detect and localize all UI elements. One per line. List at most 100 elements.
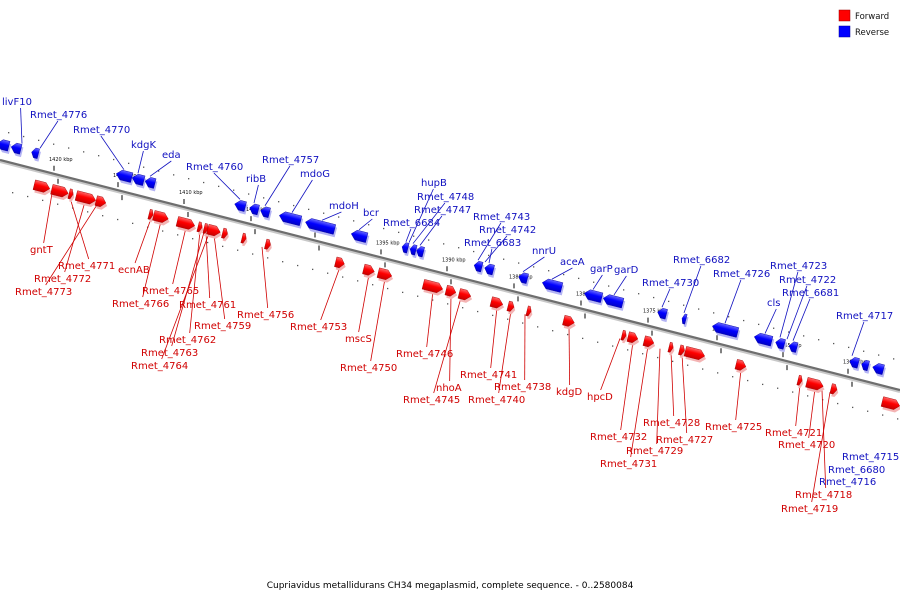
reverse-gene[interactable]	[472, 260, 485, 275]
reverse-gene-label-rmet-6683[interactable]: Rmet_6683	[464, 238, 521, 249]
forward-gene-label-rmet-4745[interactable]: Rmet_4745	[403, 395, 460, 406]
reverse-gene[interactable]	[483, 263, 497, 278]
reverse-gene[interactable]	[304, 217, 338, 238]
forward-gene[interactable]	[376, 267, 395, 284]
forward-gene[interactable]	[506, 300, 517, 315]
forward-gene[interactable]	[626, 331, 641, 347]
reverse-gene[interactable]	[774, 337, 788, 353]
reverse-gene-label-eda[interactable]: eda	[162, 150, 181, 161]
reverse-gene[interactable]	[30, 147, 42, 162]
reverse-gene[interactable]	[601, 293, 626, 311]
forward-gene-label-rmet-4763[interactable]: Rmet_4763	[141, 348, 198, 359]
reverse-gene-label-rmet-4757[interactable]: Rmet_4757	[262, 155, 319, 166]
reverse-gene-label-rmet-4722[interactable]: Rmet_4722	[779, 275, 836, 286]
forward-gene-label-rmet-4738[interactable]: Rmet_4738	[494, 382, 551, 393]
forward-gene[interactable]	[421, 279, 445, 297]
reverse-gene-label-mdoh[interactable]: mdoH	[329, 201, 359, 212]
forward-gene[interactable]	[50, 184, 72, 201]
reverse-gene[interactable]	[114, 169, 135, 186]
forward-gene-label-rmet-4762[interactable]: Rmet_4762	[159, 335, 216, 346]
reverse-gene-label-rmet-4748[interactable]: Rmet_4748	[417, 192, 474, 203]
forward-gene[interactable]	[457, 288, 474, 305]
forward-gene-label-nhoa[interactable]: nhoA	[436, 383, 462, 394]
reverse-gene[interactable]	[848, 356, 862, 372]
forward-gene-label-rmet-4720[interactable]: Rmet_4720	[778, 440, 835, 451]
reverse-gene-label-ribb[interactable]: ribB	[246, 174, 266, 185]
forward-gene-label-mscs[interactable]: mscS	[345, 334, 372, 345]
forward-gene[interactable]	[94, 195, 109, 211]
forward-gene[interactable]	[683, 346, 707, 364]
forward-gene[interactable]	[334, 256, 348, 272]
reverse-gene-label-rmet-4760[interactable]: Rmet_4760	[186, 162, 243, 173]
forward-gene-label-rmet-4719[interactable]: Rmet_4719	[781, 504, 838, 515]
forward-gene[interactable]	[734, 359, 749, 374]
reverse-gene[interactable]	[277, 211, 304, 229]
forward-gene[interactable]	[196, 221, 205, 236]
forward-gene-label-ecnab[interactable]: ecnAB	[118, 265, 150, 276]
forward-gene[interactable]	[74, 190, 98, 209]
reverse-gene[interactable]	[582, 288, 605, 306]
forward-gene-label-rmet-4732[interactable]: Rmet_4732	[590, 432, 647, 443]
reverse-gene-label-bcr[interactable]: bcr	[363, 208, 380, 219]
forward-gene[interactable]	[362, 263, 378, 279]
forward-gene-label-rmet-4756[interactable]: Rmet_4756	[237, 310, 294, 321]
forward-gene-label-rmet-4750[interactable]: Rmet_4750	[340, 363, 397, 374]
forward-gene[interactable]	[264, 238, 274, 253]
reverse-gene[interactable]	[259, 206, 273, 221]
reverse-gene-label-rmet-4743[interactable]: Rmet_4743	[473, 212, 530, 223]
forward-gene[interactable]	[444, 284, 459, 300]
reverse-gene[interactable]	[248, 203, 262, 218]
forward-gene-label-rmet-4728[interactable]: Rmet_4728	[643, 418, 700, 429]
reverse-gene[interactable]	[711, 321, 741, 341]
reverse-gene-label-rmet-4723[interactable]: Rmet_4723	[770, 261, 827, 272]
forward-gene[interactable]	[642, 335, 657, 351]
forward-gene[interactable]	[796, 374, 805, 389]
forward-gene[interactable]	[805, 377, 827, 394]
reverse-gene-label-rmet-6682[interactable]: Rmet_6682	[673, 255, 730, 266]
reverse-gene[interactable]	[787, 341, 800, 356]
reverse-gene-label-rmet-6680[interactable]: Rmet_6680	[828, 465, 885, 476]
forward-gene-label-rmet-4740[interactable]: Rmet_4740	[468, 395, 525, 406]
forward-gene[interactable]	[67, 188, 76, 203]
reverse-gene-label-cls[interactable]: cls	[767, 298, 781, 309]
reverse-gene[interactable]	[415, 246, 427, 260]
forward-gene[interactable]	[206, 224, 224, 240]
reverse-gene-label-rmet-4730[interactable]: Rmet_4730	[642, 278, 699, 289]
reverse-gene[interactable]	[349, 229, 370, 246]
forward-gene-label-rmet-4725[interactable]: Rmet_4725	[705, 422, 762, 433]
forward-gene[interactable]	[175, 216, 197, 233]
forward-gene[interactable]	[880, 396, 900, 414]
forward-gene-label-rmet-4727[interactable]: Rmet_4727	[656, 435, 713, 446]
forward-gene-label-kdgd[interactable]: kdgD	[556, 387, 582, 398]
forward-gene-label-gntt[interactable]: gntT	[30, 245, 54, 256]
reverse-gene-label-acea[interactable]: aceA	[560, 257, 585, 268]
forward-gene-label-rmet-4741[interactable]: Rmet_4741	[460, 370, 517, 381]
forward-gene[interactable]	[525, 305, 534, 320]
forward-gene-label-rmet-4764[interactable]: Rmet_4764	[131, 361, 188, 372]
forward-gene-label-rmet-4766[interactable]: Rmet_4766	[112, 299, 169, 310]
forward-gene[interactable]	[620, 329, 629, 344]
reverse-gene[interactable]	[143, 176, 158, 192]
reverse-gene-label-rmet-4717[interactable]: Rmet_4717	[836, 311, 893, 322]
forward-gene-label-rmet-4772[interactable]: Rmet_4772	[34, 274, 91, 285]
reverse-gene-label-rmet-6684[interactable]: Rmet_6684	[383, 218, 440, 229]
reverse-gene-label-livf10[interactable]: livF10	[2, 97, 32, 108]
forward-gene[interactable]	[829, 383, 840, 398]
forward-gene-label-rmet-4761[interactable]: Rmet_4761	[179, 300, 236, 311]
reverse-gene[interactable]	[0, 138, 12, 155]
reverse-gene-label-rmet-4742[interactable]: Rmet_4742	[479, 225, 536, 236]
forward-gene[interactable]	[32, 179, 53, 197]
forward-gene-label-rmet-4729[interactable]: Rmet_4729	[626, 446, 683, 457]
reverse-gene-label-kdgk[interactable]: kdgK	[131, 140, 156, 151]
reverse-gene[interactable]	[233, 199, 249, 215]
reverse-gene-label-rmet-4776[interactable]: Rmet_4776	[30, 110, 87, 121]
forward-gene-label-rmet-4731[interactable]: Rmet_4731	[600, 459, 657, 470]
forward-gene[interactable]	[667, 341, 676, 356]
reverse-gene[interactable]	[517, 272, 531, 287]
forward-gene-label-rmet-4765[interactable]: Rmet_4765	[142, 286, 199, 297]
forward-gene-label-rmet-4771[interactable]: Rmet_4771	[58, 261, 115, 272]
forward-gene-label-rmet-4718[interactable]: Rmet_4718	[795, 490, 852, 501]
reverse-gene[interactable]	[680, 313, 689, 328]
reverse-gene-label-rmet-4716[interactable]: Rmet_4716	[819, 477, 876, 488]
forward-gene[interactable]	[489, 296, 506, 313]
